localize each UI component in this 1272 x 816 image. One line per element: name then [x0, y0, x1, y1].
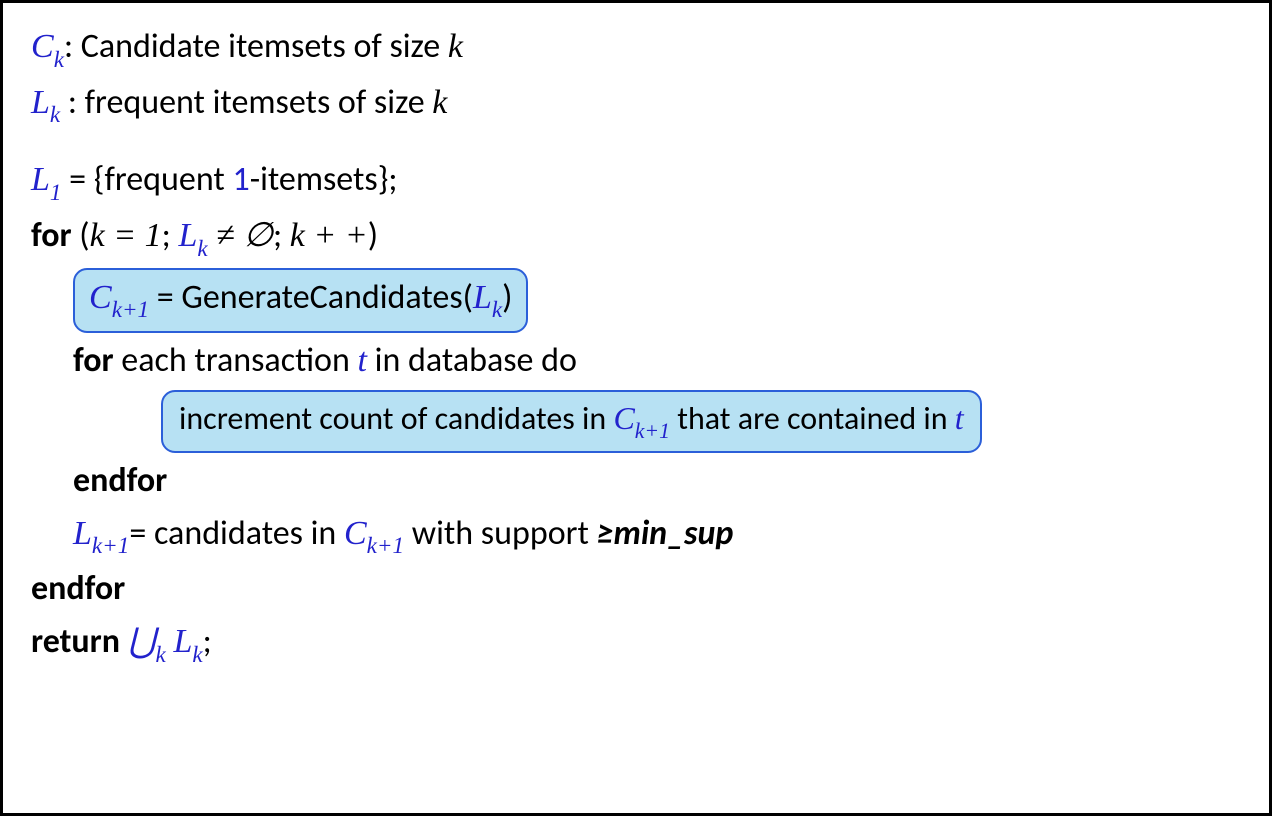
kw-return: return [31, 621, 120, 662]
symbol-Ck: Ck [31, 28, 64, 65]
literal-1: 1 [232, 159, 249, 200]
init-l1-line: L1 = {frequent 1-itemsets}; [31, 154, 1245, 210]
text: : frequent itemsets of size [60, 82, 432, 123]
symbol-Ck1: Ck+1 [344, 515, 404, 552]
algorithm-box: Ck: Candidate itemsets of size k Lk : fr… [0, 0, 1272, 816]
text: increment count of candidates in [179, 399, 613, 438]
endfor-inner-line: endfor [31, 455, 1245, 508]
union-symbol: ⋃k [128, 623, 166, 660]
symbol-Lk: Lk [178, 217, 207, 254]
text: that are contained in [670, 399, 955, 438]
literal-1: 1 [145, 217, 162, 254]
endfor-outer-line: endfor [31, 563, 1245, 616]
generate-candidates-line: Ck+1 = GenerateCandidates(Lk) [31, 266, 1245, 336]
symbol-Ck1: Ck+1 [89, 279, 149, 316]
text: in database do [367, 340, 577, 381]
var-k: k [90, 217, 105, 254]
var-k: k [290, 217, 305, 254]
symbol-Lk: Lk [173, 623, 202, 660]
def-ck-line: Ck: Candidate itemsets of size k [31, 21, 1245, 77]
filter-support-line: Lk+1= candidates in Ck+1 with support ≥m… [31, 508, 1245, 564]
text: ( [72, 215, 90, 256]
symbol-Lk: Lk [31, 84, 60, 121]
kw-for: for [31, 215, 72, 256]
min-sup: min_sup [614, 513, 734, 554]
for-outer-line: for (k = 1; Lk ≠ ∅; k + +) [31, 210, 1245, 266]
return-line: return ⋃k Lk; [31, 616, 1245, 672]
text: = candidates in [129, 513, 344, 554]
def-lk-line: Lk : frequent itemsets of size k [31, 77, 1245, 133]
text: : Candidate itemsets of size [64, 26, 448, 67]
var-t: t [358, 342, 367, 379]
increment: + + [305, 217, 368, 254]
kw-endfor: endfor [73, 460, 167, 501]
text: -itemsets}; [250, 159, 398, 200]
semi: ; [273, 215, 290, 256]
text: with support [404, 513, 596, 554]
highlight-box-generate: Ck+1 = GenerateCandidates(Lk) [73, 268, 528, 334]
for-inner-line: for each transaction t in database do [31, 335, 1245, 388]
symbol-Lk: Lk [473, 279, 502, 316]
neq: ≠ [208, 217, 244, 254]
space [120, 621, 128, 662]
text: each transaction [114, 340, 358, 381]
blank-line [31, 132, 1245, 154]
semi: ; [203, 621, 212, 662]
close-paren: ) [502, 277, 512, 318]
text: = GenerateCandidates( [149, 277, 473, 318]
geq: ≥ [597, 513, 614, 554]
symbol-L1: L1 [31, 161, 61, 198]
empty-set: ∅ [243, 217, 273, 254]
kw-endfor: endfor [31, 568, 125, 609]
symbol-Ck1: Ck+1 [613, 400, 670, 436]
kw-for: for [73, 340, 114, 381]
semi: ; [162, 215, 179, 256]
close-paren: ) [368, 215, 378, 256]
increment-count-line: increment count of candidates in Ck+1 th… [31, 388, 1245, 455]
text: = {frequent [61, 159, 232, 200]
symbol-Lk1: Lk+1 [73, 515, 129, 552]
var-k: k [448, 28, 463, 65]
highlight-box-increment: increment count of candidates in Ck+1 th… [161, 390, 982, 453]
var-k: k [432, 84, 447, 121]
var-t: t [955, 400, 964, 436]
eq: = [105, 217, 145, 254]
